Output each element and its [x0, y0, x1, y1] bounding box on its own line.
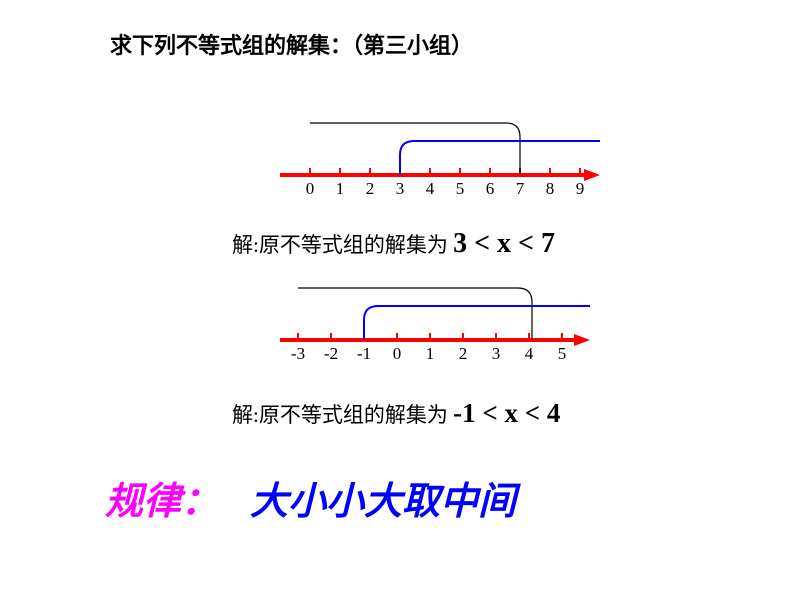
tick-label: -1 [357, 344, 371, 364]
tick-label: 7 [516, 179, 525, 199]
tick-label: 5 [558, 344, 567, 364]
tick-label: 9 [576, 179, 585, 199]
tick-label: 0 [306, 179, 315, 199]
solution-1: 解:原不等式组的解集为 3 < x < 7 [232, 228, 555, 260]
rule-text: 大小小大取中间 [250, 470, 516, 525]
number-line-2: -3 -2 -1 0 1 2 3 4 5 [280, 280, 610, 370]
tick-label: 0 [393, 344, 402, 364]
tick-label: 5 [456, 179, 465, 199]
solution-2: 解:原不等式组的解集为 -1 < x < 4 [232, 398, 560, 429]
tick-label: 8 [546, 179, 555, 199]
tick-label: 6 [486, 179, 495, 199]
tick-label: 1 [336, 179, 345, 199]
solution-1-math: 3 < x < 7 [453, 228, 555, 259]
tick-label: -3 [291, 344, 305, 364]
tick-label: 4 [426, 179, 435, 199]
solution-2-prefix: 解:原不等式组的解集为 [232, 403, 453, 427]
tick-label: 3 [396, 179, 405, 199]
tick-label: 1 [426, 344, 435, 364]
page-title: 求下列不等式组的解集：（第三小组） [110, 28, 473, 60]
tick-label: 3 [492, 344, 501, 364]
rule-label: 规律： [105, 470, 219, 525]
tick-label: -2 [324, 344, 338, 364]
tick-label: 2 [366, 179, 375, 199]
number-line-1: 0 1 2 3 4 5 6 7 8 9 [280, 115, 610, 205]
solution-1-prefix: 解:原不等式组的解集为 [232, 233, 453, 257]
tick-label: 2 [459, 344, 468, 364]
tick-label: 4 [525, 344, 534, 364]
solution-2-math: -1 < x < 4 [453, 398, 560, 428]
